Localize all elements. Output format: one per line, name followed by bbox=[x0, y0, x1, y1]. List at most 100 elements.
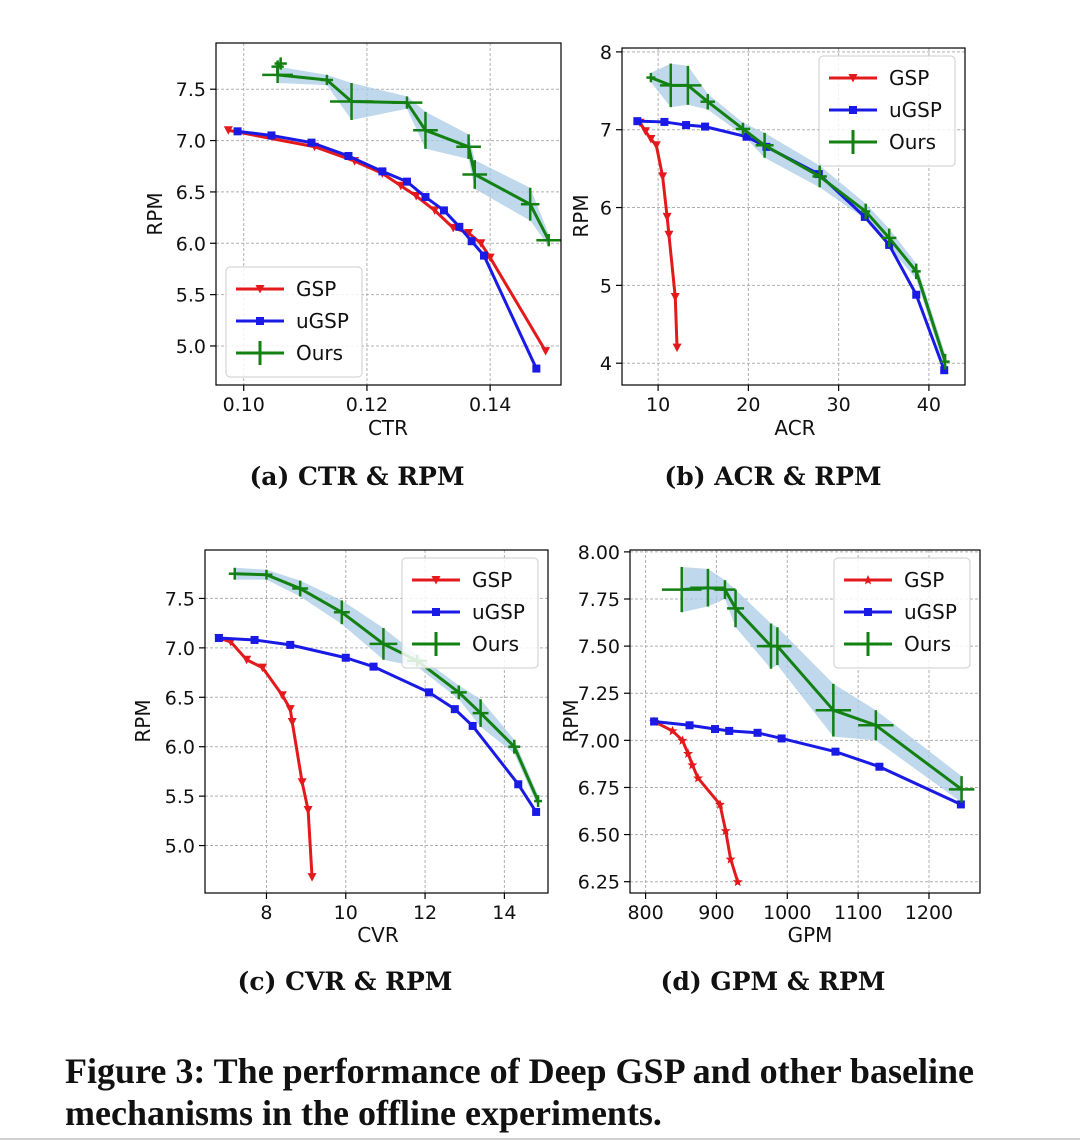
plots-layer: 0.10 0.12 0.14 5.0 5.5 6.0 6.5 7.0 7.5 CTR RPM GSP u… bbox=[131, 42, 981, 996]
data-point-ugsp bbox=[660, 117, 669, 126]
data-point-ours bbox=[260, 569, 273, 580]
data-point-gsp bbox=[464, 229, 474, 238]
figure-caption-line1: Figure 3: The performance of Deep GSP an… bbox=[65, 1051, 974, 1091]
x-tick-label: 12 bbox=[413, 902, 437, 924]
data-point-ours bbox=[727, 589, 745, 628]
data-layer bbox=[649, 566, 975, 887]
data-layer bbox=[214, 567, 543, 882]
y-tick-label: 6.50 bbox=[578, 825, 620, 847]
legend-label: uGSP bbox=[904, 600, 957, 624]
y-tick-label: 7.25 bbox=[578, 683, 620, 705]
data-point-ugsp bbox=[685, 721, 694, 730]
data-point-ours bbox=[472, 699, 489, 727]
x-axis-label: ACR bbox=[774, 416, 815, 440]
figure-caption-line2: mechanisms in the offline experiments. bbox=[65, 1093, 662, 1133]
x-tick-label: 0.14 bbox=[469, 394, 511, 416]
data-point-ugsp bbox=[831, 747, 840, 756]
y-tick-label: 7.00 bbox=[578, 730, 620, 752]
data-point-ugsp bbox=[307, 138, 316, 147]
legend-entry-gsp: GSP bbox=[844, 568, 944, 592]
ours-confidence-band bbox=[277, 57, 549, 247]
data-point-ours bbox=[911, 263, 921, 280]
data-point-ugsp bbox=[701, 122, 710, 131]
plot-frame bbox=[204, 549, 549, 894]
legend-marker bbox=[864, 608, 872, 616]
data-point-ugsp bbox=[425, 688, 434, 697]
y-tick-label: 7.0 bbox=[165, 638, 195, 660]
data-point-ugsp bbox=[479, 251, 488, 260]
y-axis-label: RPM bbox=[131, 699, 155, 742]
legend-entry-ugsp: uGSP bbox=[236, 309, 349, 333]
y-tick-label: 6.5 bbox=[165, 687, 195, 709]
data-point-ours bbox=[714, 580, 736, 599]
data-point-gsp bbox=[307, 873, 317, 882]
y-tick-label: 5.5 bbox=[176, 285, 206, 307]
data-point-ugsp bbox=[725, 726, 734, 735]
legend-entry-gsp: GSP bbox=[412, 568, 512, 592]
legend-label: uGSP bbox=[296, 309, 349, 333]
y-axis-label: RPM bbox=[143, 192, 167, 235]
data-point-ugsp bbox=[956, 800, 965, 809]
legend-entry-ours: Ours bbox=[412, 632, 519, 656]
legend-marker bbox=[848, 74, 858, 83]
legend-label: Ours bbox=[904, 632, 951, 656]
data-point-ours bbox=[881, 228, 897, 248]
data-point-ours bbox=[948, 776, 975, 803]
y-axis-label: RPM bbox=[569, 194, 593, 237]
legend: GSP uGSP Ours bbox=[401, 557, 539, 669]
x-tick-label: 900 bbox=[698, 902, 734, 924]
data-point-gsp bbox=[683, 748, 694, 759]
data-point-gsp bbox=[277, 691, 287, 700]
data-point-gsp bbox=[303, 805, 313, 815]
data-layer bbox=[223, 57, 561, 373]
data-point-ugsp bbox=[267, 131, 276, 140]
data-point-ours bbox=[508, 739, 521, 754]
x-axis-label: GPM bbox=[788, 923, 833, 947]
legend-entry-ugsp: uGSP bbox=[844, 600, 957, 624]
data-point-ugsp bbox=[532, 807, 541, 816]
legend-marker bbox=[256, 317, 264, 325]
y-tick-label: 7.50 bbox=[578, 636, 620, 658]
data-point-gsp bbox=[672, 343, 682, 353]
subplot-d: 800 900 1000 1100 1200 6.25 6.50 6.75 7.00 7.25 7.… bbox=[559, 542, 981, 996]
data-point-gsp bbox=[285, 705, 295, 714]
y-tick-label: 7.0 bbox=[176, 131, 206, 153]
data-point-gsp bbox=[720, 825, 731, 836]
data-point-ugsp bbox=[402, 177, 411, 186]
legend-entry-ugsp: uGSP bbox=[829, 98, 942, 122]
data-point-ours bbox=[329, 83, 374, 121]
data-point-ours bbox=[735, 122, 751, 136]
y-tick-label: 6 bbox=[600, 198, 612, 220]
legend-label: Ours bbox=[472, 632, 519, 656]
y-tick-label: 7.5 bbox=[165, 588, 195, 610]
subplot-caption: (c) CVR & RPM bbox=[238, 967, 453, 996]
data-point-ours bbox=[262, 66, 294, 84]
data-point-ugsp bbox=[341, 653, 350, 662]
data-point-gsp bbox=[677, 735, 688, 745]
data-point-ours bbox=[763, 627, 792, 665]
data-point-ugsp bbox=[912, 290, 921, 299]
legend-entry-ours: Ours bbox=[236, 341, 343, 365]
x-axis-label: CVR bbox=[357, 923, 399, 947]
legend-marker bbox=[431, 576, 441, 585]
data-point-ours bbox=[456, 134, 481, 160]
subplot-caption: (a) CTR & RPM bbox=[249, 462, 464, 491]
data-point-ugsp bbox=[650, 717, 659, 726]
series-line-gsp bbox=[653, 720, 740, 883]
y-tick-label: 7.75 bbox=[578, 589, 620, 611]
data-point-gsp bbox=[725, 854, 736, 864]
data-point-ugsp bbox=[875, 762, 884, 771]
data-point-gsp bbox=[687, 759, 698, 770]
x-tick-label: 0.12 bbox=[346, 394, 388, 416]
data-point-ugsp bbox=[421, 193, 430, 202]
x-tick-label: 30 bbox=[827, 394, 851, 416]
series-line-ours bbox=[276, 62, 551, 241]
data-point-ours bbox=[292, 580, 309, 597]
data-point-ugsp bbox=[532, 364, 541, 373]
series-line-ours bbox=[234, 572, 540, 802]
y-tick-label: 8 bbox=[600, 42, 612, 64]
y-tick-label: 5 bbox=[600, 275, 612, 297]
data-point-gsp bbox=[242, 655, 252, 665]
data-point-ours bbox=[661, 566, 702, 613]
